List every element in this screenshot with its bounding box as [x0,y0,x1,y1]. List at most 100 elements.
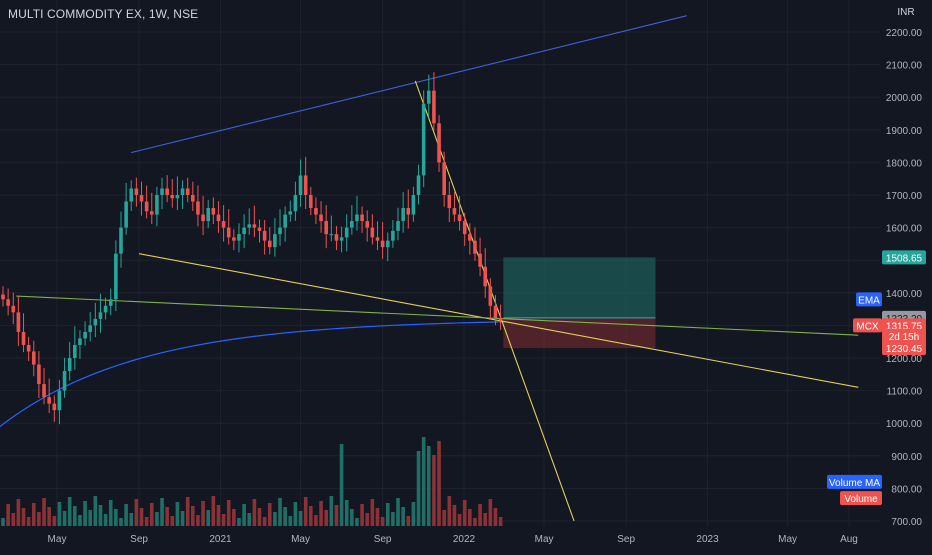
price-tick-label: 1800.00 [886,158,923,169]
candle-body [206,208,210,222]
volume-bar [462,500,467,526]
price-tick-label: 1700.00 [886,191,923,202]
volume-bar [303,497,308,526]
candle-body [257,227,262,231]
currency-label[interactable]: INR [897,7,914,18]
volume-bar [180,511,185,526]
volume-bar [365,513,370,526]
candle-body [375,237,380,241]
volume-bar [16,499,21,526]
time-tick-label: May [778,534,797,545]
symbol-tag: MCX [856,321,879,332]
volume-bar [447,496,452,526]
volume-bar [380,517,385,526]
volume-bar [391,512,395,526]
candle-body [432,90,436,124]
candle-body [144,201,149,212]
candle-body [267,240,272,248]
price-tick-label: 1000.00 [886,419,923,430]
candle-body [155,195,159,215]
candle-body [319,214,323,222]
volume-bar [257,508,262,526]
volume-bar [309,506,313,526]
volume-bar [247,513,252,526]
candle-body [21,331,26,345]
trendline [16,295,859,336]
volume-bar [47,507,51,526]
price-tick-label: 800.00 [891,484,922,495]
candle-body [447,195,452,209]
candle-body [370,227,375,238]
volume-bar [170,516,175,526]
candle-body [303,175,308,195]
volume-bar [452,505,457,526]
candle-body [391,230,395,241]
volume-bar [344,500,349,526]
volume-bar [88,510,93,526]
volume-bar [221,514,226,526]
candle-body [160,188,164,195]
candle-body [83,331,87,339]
volume-bar [262,517,267,526]
volume-bar [488,499,493,526]
candle-body [278,227,282,235]
volume-tag: Volume [844,494,878,505]
candle-body [288,211,293,215]
stop-zone [503,318,656,349]
volume-bar [437,441,441,526]
volume-bar [267,503,272,526]
candle-body [252,224,257,228]
volume-bar [375,508,380,526]
volume-bar [421,437,426,526]
candle-body [170,195,175,199]
volume-bar [6,504,10,526]
candle-body [11,305,16,313]
trendline [414,80,575,522]
price-tick-label: 1600.00 [886,224,923,235]
volume-bar [52,516,57,526]
candle-body [462,221,467,235]
volume-bar [57,502,62,526]
candle-body [411,195,416,215]
stop-price-label-bg [882,341,926,356]
target-zone [503,257,656,319]
candle-body [421,103,426,176]
candle-body [93,318,98,326]
volume-bar [196,515,200,526]
candle-body [42,384,46,398]
volume-bar [165,507,169,526]
volume-bar [468,509,472,526]
volume-bar [278,498,282,526]
candle-body [314,208,318,215]
candle-body [103,305,108,313]
volume-bar [114,509,118,526]
time-tick-label: May [291,534,310,545]
volume-bar [324,510,328,526]
volume-bar [401,507,405,526]
volume-bar [232,509,236,526]
candle-body [98,312,103,319]
candle-body [452,208,457,215]
volume-bar [26,517,31,526]
volume-bar [319,501,323,526]
candle-body [216,214,221,222]
price-tick-label: 1900.00 [886,126,923,137]
candle-body [57,390,62,411]
volume-ma-tag: Volume MA [829,478,880,489]
volume-bar [473,518,477,526]
volume-bar [237,518,241,526]
candle-body [108,299,113,306]
volume-bar [242,504,246,526]
volume-bar [355,518,359,526]
candle-body [478,253,482,267]
price-tick-label: 700.00 [891,517,922,528]
volume-bar [98,505,103,526]
candle-body [242,227,246,235]
volume-bar [160,498,164,526]
volume-bar [339,444,344,526]
candle-body [442,162,446,195]
volume-bar [283,507,287,526]
candle-body [385,240,390,248]
